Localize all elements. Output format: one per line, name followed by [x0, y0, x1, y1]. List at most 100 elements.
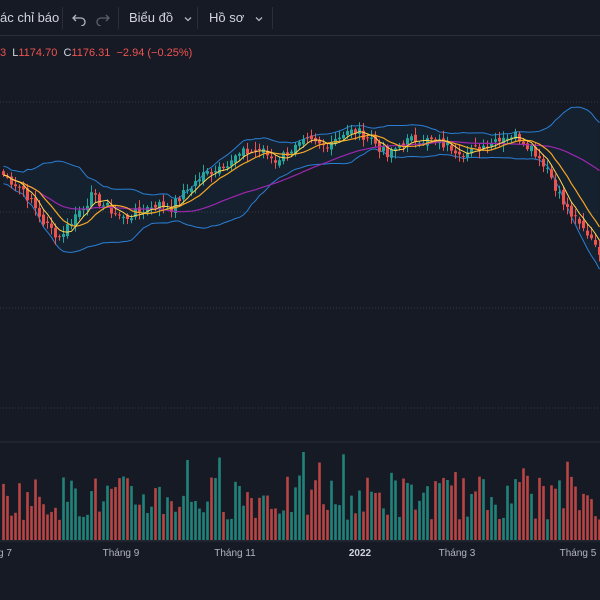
volume-bar	[26, 492, 29, 540]
volume-bar	[250, 498, 253, 540]
volume-bar	[542, 486, 545, 540]
volume-bar	[146, 512, 149, 540]
redo-icon	[96, 14, 110, 26]
volume-bar	[358, 490, 361, 540]
chevron-down-icon	[184, 16, 192, 21]
volume-bar	[478, 476, 481, 540]
candle-body	[6, 176, 9, 178]
candle-body	[462, 155, 465, 157]
volume-bar	[270, 508, 273, 540]
candle-body	[494, 139, 497, 142]
candle-body	[446, 142, 449, 146]
candle-body	[326, 147, 329, 149]
candle-body	[74, 214, 77, 227]
bollinger-bands	[3, 106, 600, 270]
candle-body	[502, 137, 505, 145]
volume-bar	[10, 515, 13, 540]
redo-button[interactable]	[96, 0, 110, 36]
volume-bar	[322, 504, 325, 540]
volume-bar	[434, 481, 437, 540]
volume-bar	[582, 493, 585, 540]
volume-bar	[474, 491, 477, 540]
volume-bar	[282, 510, 285, 540]
candle-body	[530, 145, 533, 152]
volume-bar	[154, 488, 157, 540]
candle-body	[62, 234, 65, 237]
volume-bar	[38, 496, 41, 540]
volume-bar	[506, 485, 509, 540]
volume-bar	[102, 501, 105, 540]
volume-bar	[306, 514, 309, 540]
candle-body	[466, 152, 469, 158]
candle-body	[190, 188, 193, 193]
time-axis: g 7 Tháng 9 Tháng 11 2022 Tháng 3 Tháng 5	[0, 548, 597, 559]
volume-bar	[286, 476, 289, 540]
toolbar: ác chỉ báo Biểu đồ Hồ sơ	[0, 0, 600, 36]
candle-body	[550, 169, 553, 178]
volume-bar	[218, 457, 221, 540]
volume-bar	[94, 478, 97, 540]
volume-bar	[522, 468, 525, 540]
candle-body	[546, 167, 549, 169]
volume-bar	[278, 513, 281, 540]
volume-bar	[170, 501, 173, 540]
indicators-button[interactable]: ác chỉ báo	[0, 0, 59, 36]
ohlc-change: −2.94 (−0.25%)	[116, 47, 193, 59]
candle-body	[430, 137, 433, 140]
x-tick-label: Tháng 3	[439, 548, 476, 559]
candle-body	[258, 148, 261, 150]
undo-button[interactable]	[72, 0, 86, 36]
volume-bar	[90, 491, 93, 540]
x-tick-label: Tháng 5	[560, 548, 597, 559]
x-tick-label: g 7	[0, 548, 12, 559]
profile-menu-button[interactable]: Hồ sơ	[209, 0, 264, 36]
volume-bar	[526, 475, 529, 540]
volume-bar	[198, 508, 201, 540]
volume-bar	[122, 476, 125, 540]
volume-bar	[578, 510, 581, 540]
ohlc-legend: 3 L1174.70 C1176.31 −2.94 (−0.25%)	[0, 46, 192, 60]
chart-menu-button[interactable]: Biểu đồ	[129, 0, 193, 36]
candle-body	[42, 214, 45, 225]
candle-body	[106, 202, 109, 206]
candle-body	[14, 184, 17, 187]
volume-bar	[598, 519, 600, 540]
volume-bar	[550, 485, 553, 540]
candle-body	[178, 198, 181, 202]
candle-body	[394, 148, 397, 151]
volume-bar	[378, 492, 381, 540]
candle-body	[290, 151, 293, 154]
volume-bar	[226, 519, 229, 540]
candle-body	[306, 137, 309, 139]
volume-bar	[554, 488, 557, 540]
volume-bar	[182, 495, 185, 540]
candle-body	[354, 129, 357, 134]
moving-averages	[3, 130, 600, 241]
candle-body	[498, 137, 501, 142]
volume-bar	[510, 503, 513, 540]
volume-bar	[566, 461, 569, 540]
volume-bar	[58, 519, 61, 540]
candle-body	[302, 139, 305, 145]
grid-lines	[0, 101, 600, 542]
candle-body	[398, 146, 401, 148]
volume-bar	[114, 487, 117, 540]
volume-bar	[134, 504, 137, 540]
indicators-label: ác chỉ báo	[0, 10, 60, 25]
volume-bar	[342, 454, 345, 540]
ohlc-open-tail: 3	[0, 47, 7, 59]
price-chart[interactable]: g 7 Tháng 9 Tháng 11 2022 Tháng 3 Tháng 5	[0, 36, 600, 600]
volume-bar	[98, 511, 101, 540]
candle-body	[410, 136, 413, 141]
toolbar-divider	[118, 7, 119, 29]
candle-body	[338, 137, 341, 140]
bollinger-lower	[3, 148, 600, 270]
volume-bar	[18, 483, 21, 540]
candle-body	[478, 146, 481, 152]
candle-body	[110, 205, 113, 214]
bollinger-upper	[3, 106, 600, 200]
volume-bar	[366, 477, 369, 540]
volume-bar	[334, 504, 337, 540]
volume-bar	[294, 487, 297, 540]
volume-bar	[202, 512, 205, 540]
